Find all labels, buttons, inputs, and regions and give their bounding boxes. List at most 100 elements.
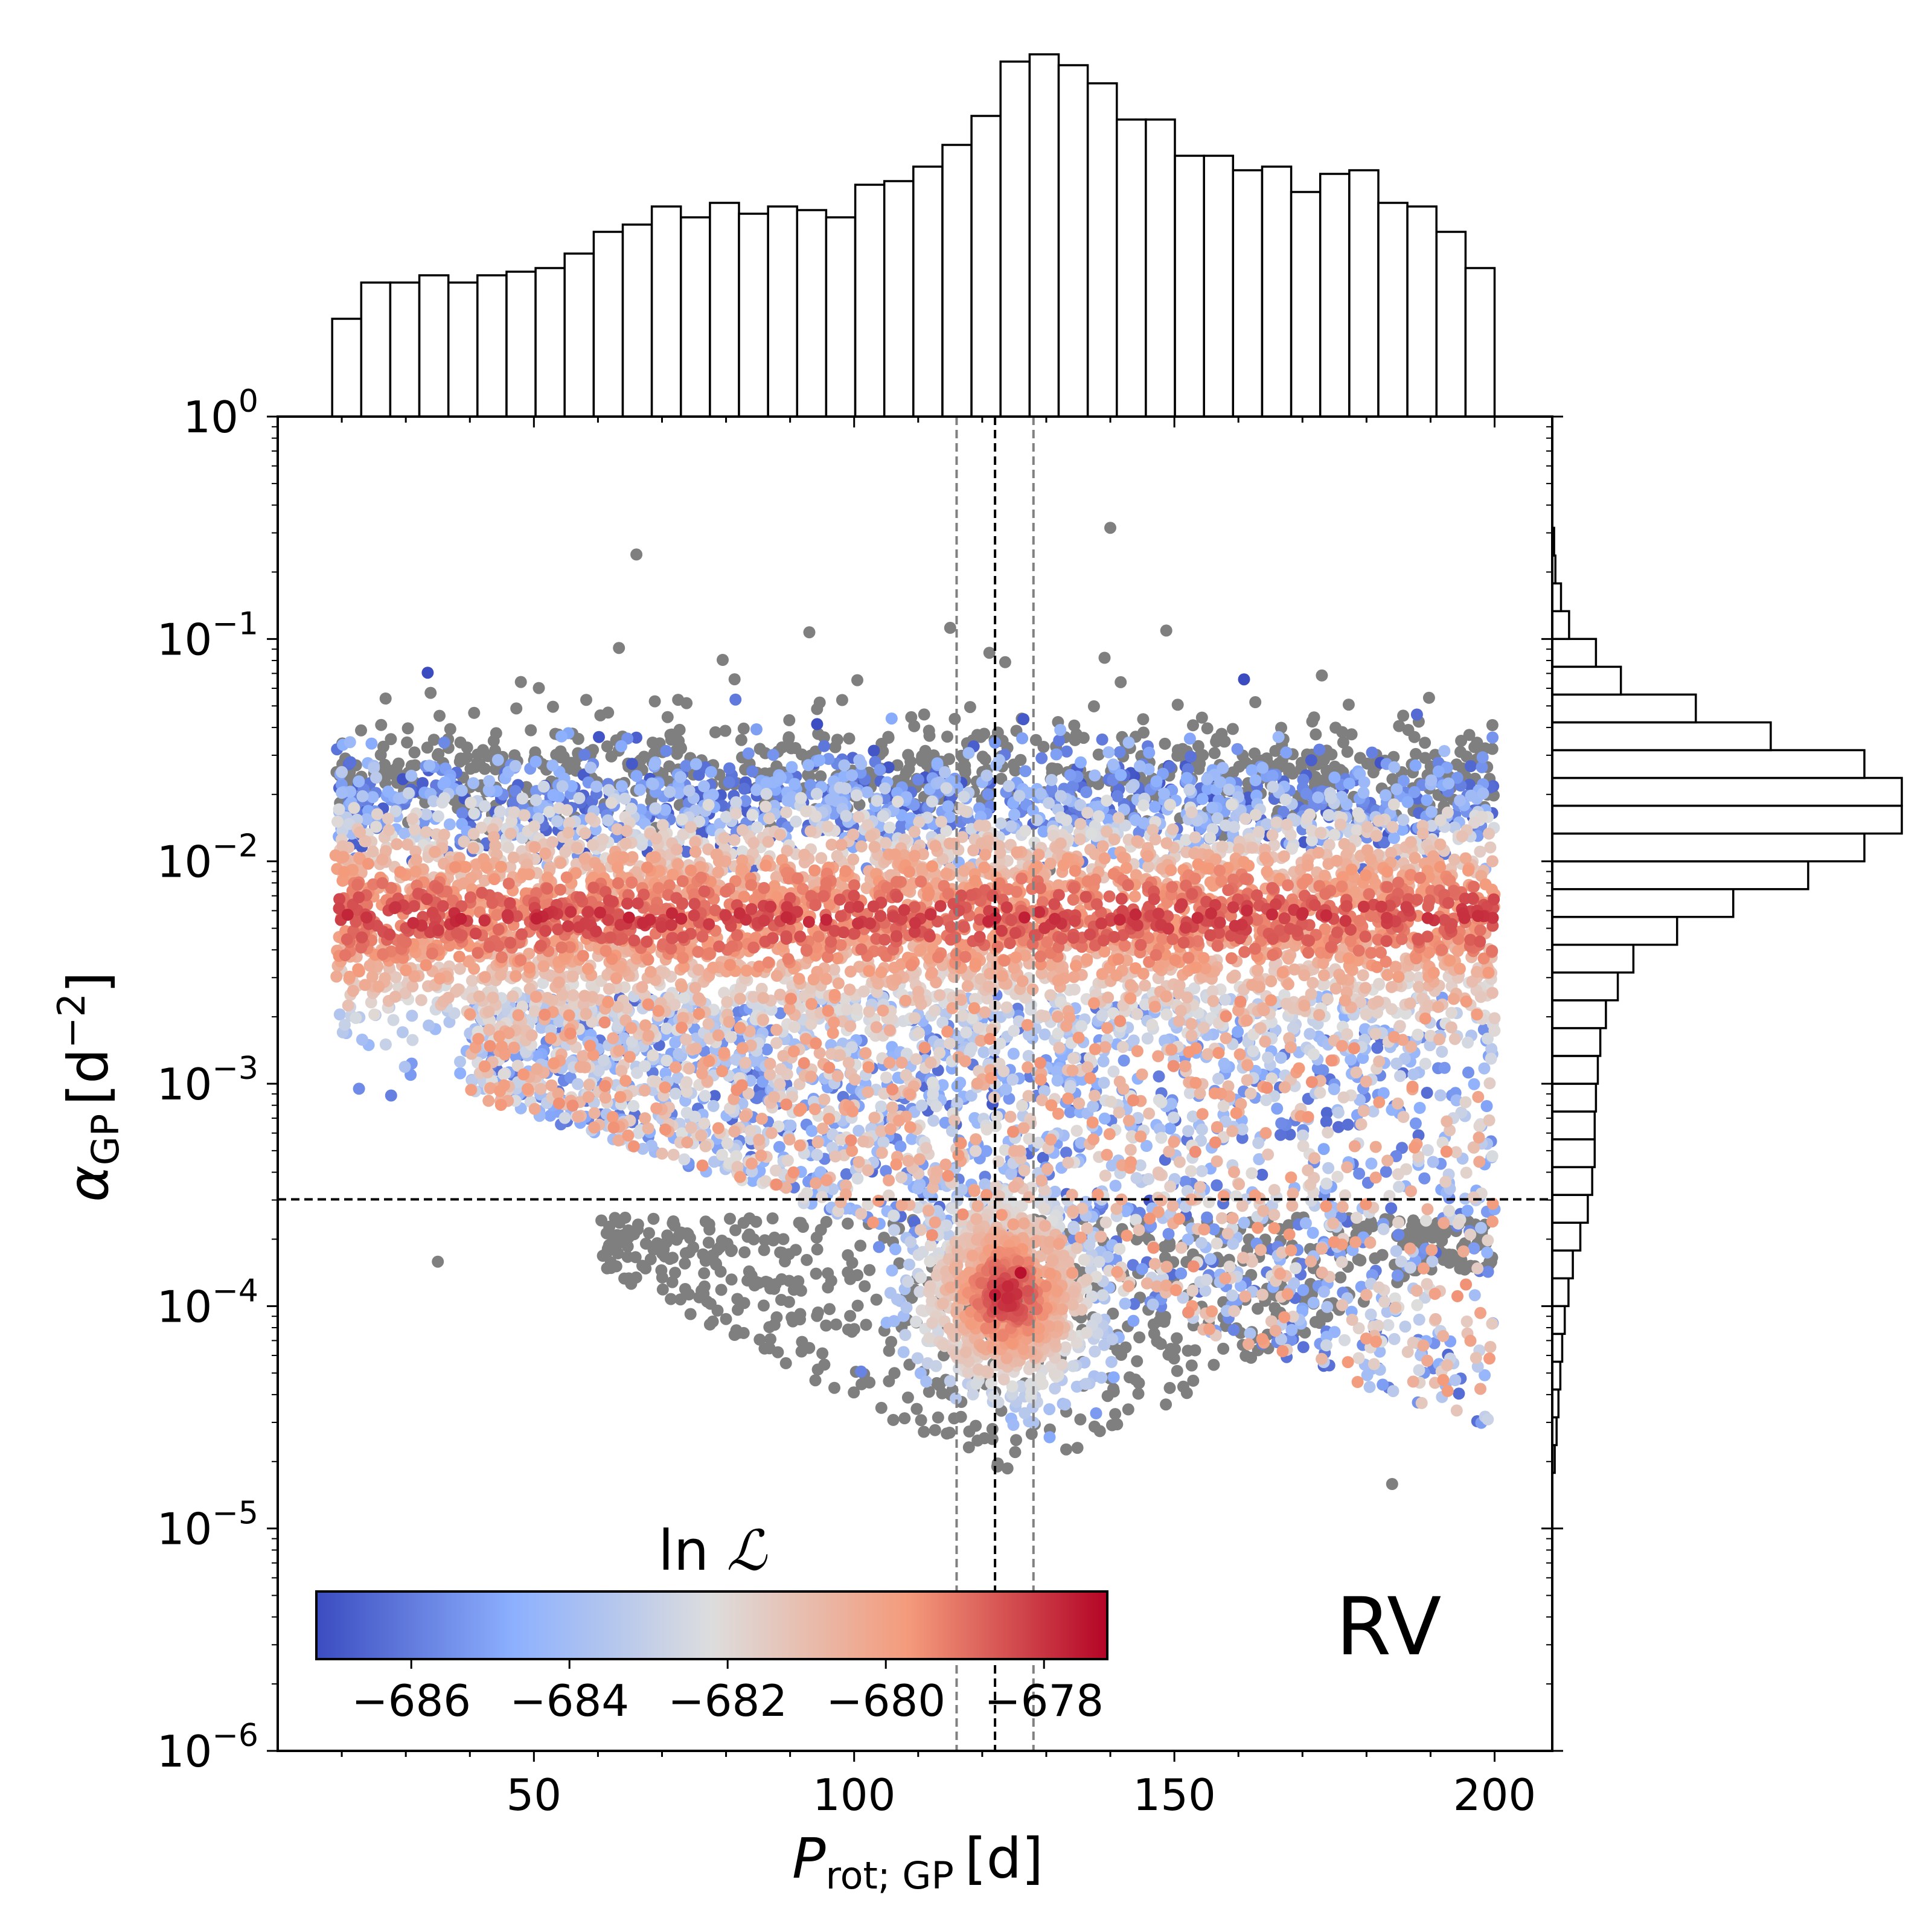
scatter-point [1236, 1131, 1249, 1144]
scatter-point [1307, 1296, 1320, 1309]
scatter-point [1436, 1046, 1448, 1058]
scatter-point [1226, 723, 1239, 735]
scatter-point [630, 548, 643, 561]
scatter-point [1159, 737, 1171, 750]
scatter-point [1414, 1227, 1427, 1239]
scatter-point [709, 726, 721, 738]
scatter-point [1036, 1378, 1049, 1390]
scatter-point [423, 760, 436, 772]
scatter-point [1137, 713, 1150, 726]
scatter-point [590, 780, 603, 793]
scatter-point [1087, 1100, 1099, 1113]
top-hist-bar [970, 115, 1002, 418]
scatter-point [983, 647, 996, 659]
scatter-point [525, 724, 537, 737]
scatter-point [643, 1227, 655, 1239]
scatter-point [1089, 769, 1101, 782]
scatter-point [723, 776, 735, 788]
scatter-point [940, 782, 953, 795]
scatter-point [1087, 700, 1100, 712]
scatter-point [1075, 1020, 1088, 1032]
scatter-point [1271, 1102, 1284, 1115]
scatter-point [1155, 1131, 1168, 1144]
scatter-point [753, 1333, 766, 1346]
scatter-point [1419, 737, 1431, 749]
scatter-point [1287, 767, 1299, 780]
scatter-point [725, 1273, 738, 1286]
top-hist-bar [1174, 155, 1205, 418]
scatter-point [775, 772, 787, 784]
scatter-point [1074, 1413, 1087, 1425]
scatter-point [1244, 1327, 1256, 1340]
scatter-point [708, 1090, 721, 1102]
scatter-point [785, 761, 798, 773]
scatter-point [1388, 832, 1400, 844]
scatter-point [1390, 1057, 1403, 1070]
scatter-point [948, 1412, 961, 1425]
scatter-point [1392, 1229, 1405, 1241]
scatter-point [760, 787, 773, 800]
scatter-point [1272, 731, 1285, 743]
scatter-point [1307, 1048, 1320, 1061]
scatter-point [792, 1275, 805, 1288]
scatter-point [366, 791, 379, 804]
scatter-point [490, 727, 502, 740]
scatter-point [874, 764, 886, 776]
scatter-point [1462, 1036, 1474, 1049]
scatter-point [860, 1319, 872, 1331]
scatter-point [844, 1310, 857, 1322]
scatter-point [802, 769, 814, 781]
scatter-point [355, 724, 367, 737]
scatter-point [1203, 1196, 1215, 1209]
scatter-point [1008, 808, 1021, 821]
scatter-point [1127, 1314, 1140, 1327]
scatter-point [1454, 794, 1467, 807]
scatter-point [494, 805, 507, 817]
scatter-point [1201, 773, 1214, 785]
scatter-point [1342, 1118, 1354, 1131]
scatter-point [1332, 1106, 1345, 1119]
scatter-point [1279, 793, 1292, 806]
scatter-point [630, 731, 642, 744]
scatter-point [872, 1241, 885, 1253]
scatter-point [356, 1034, 368, 1046]
scatter-point [1321, 1300, 1334, 1313]
scatter-point [918, 1425, 930, 1438]
scatter-point [843, 732, 856, 745]
scatter-point [633, 784, 646, 796]
scatter-point [1380, 1165, 1392, 1178]
scatter-point [1182, 1125, 1195, 1137]
scatter-point [1045, 782, 1058, 795]
scatter-point [1397, 814, 1410, 826]
scatter-point [1236, 1123, 1249, 1136]
scatter-point [1421, 794, 1433, 807]
right-hist-bar [1551, 776, 1903, 807]
scatter-point [1443, 1204, 1456, 1217]
scatter-point [1320, 1339, 1332, 1352]
scatter-point [1115, 676, 1127, 688]
scatter-point [717, 654, 729, 666]
scatter-point [994, 817, 1007, 830]
scatter-point [758, 1244, 770, 1256]
scatter-point [1107, 1371, 1120, 1384]
scatter-point [1227, 1323, 1240, 1336]
scatter-point [1303, 1028, 1316, 1040]
scatter-point [1468, 1078, 1480, 1090]
scatter-point [870, 1293, 883, 1306]
scatter-point [1486, 719, 1499, 731]
scatter-point [883, 821, 896, 834]
scatter-point [664, 729, 677, 741]
scatter-point [706, 1315, 719, 1328]
scatter-point [1034, 787, 1047, 800]
scatter-point [901, 1391, 914, 1404]
scatter-point [880, 1165, 892, 1177]
scatter-point [710, 1258, 722, 1271]
scatter-point [871, 795, 883, 807]
scatter-point [1119, 1341, 1132, 1354]
scatter-point [817, 731, 830, 744]
scatter-point [1393, 1180, 1406, 1193]
scatter-point [1118, 1054, 1130, 1067]
scatter-point [1180, 772, 1193, 784]
scatter-point [1320, 1177, 1333, 1190]
